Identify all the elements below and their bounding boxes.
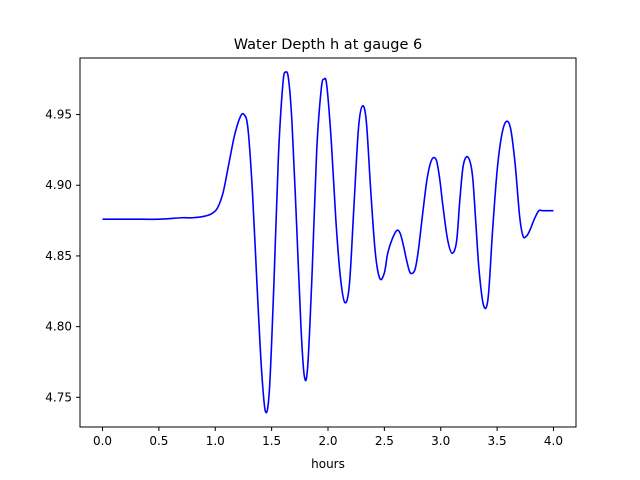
series-lines [102, 71, 554, 414]
y-tick-label: 4.80 [45, 320, 72, 334]
x-tick-label: 0.5 [149, 434, 168, 448]
x-tick-label: 4.0 [544, 434, 563, 448]
chart-title: Water Depth h at gauge 6 [234, 37, 422, 53]
x-tick-label: 1.0 [206, 434, 225, 448]
y-tick-label: 4.75 [45, 390, 72, 404]
x-tick-label: 1.5 [262, 434, 281, 448]
x-axis-label: hours [311, 457, 345, 471]
x-tick-label: 3.5 [488, 434, 507, 448]
plot-frame [79, 57, 577, 428]
y-tick-label: 4.95 [45, 108, 72, 122]
y-tick-label: 4.90 [45, 178, 72, 192]
y-tick-label: 4.85 [45, 249, 72, 263]
x-tick-label: 2.0 [318, 434, 337, 448]
y-axis: 4.75 4.80 4.85 4.90 4.95 [45, 108, 80, 404]
x-axis: 0.0 0.5 1.0 1.5 2.0 2.5 3.0 3.5 4.0 [93, 427, 563, 448]
x-tick-label: 0.0 [93, 434, 112, 448]
x-tick-label: 3.0 [431, 434, 450, 448]
series-line [102, 71, 554, 414]
x-tick-label: 2.5 [375, 434, 394, 448]
